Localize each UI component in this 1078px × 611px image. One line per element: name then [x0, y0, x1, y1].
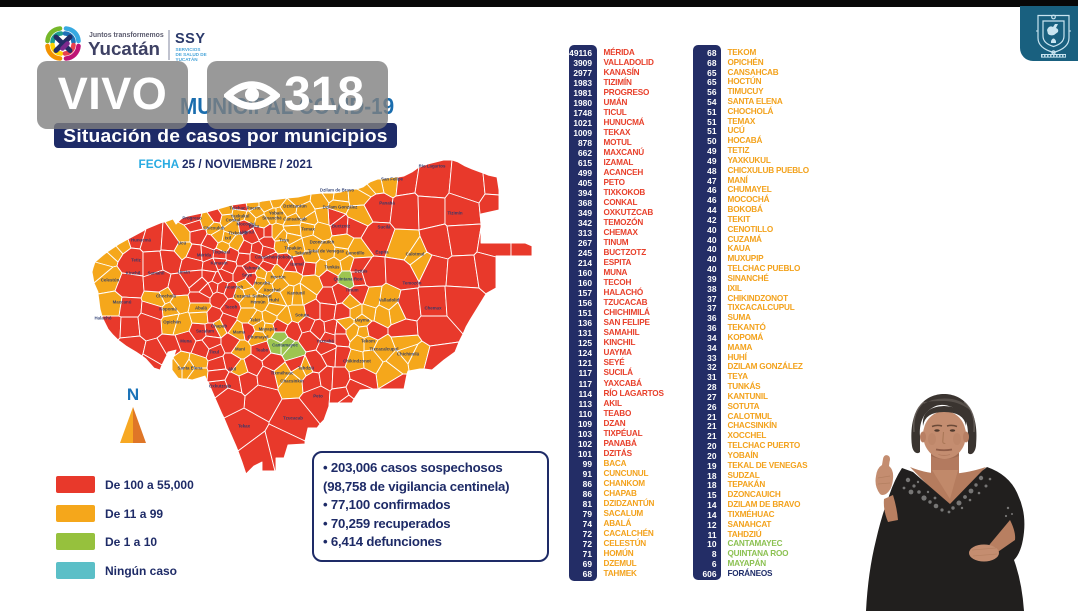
svg-text:Chemax: Chemax [424, 306, 442, 311]
svg-text:Mocochá: Mocochá [236, 222, 256, 227]
svg-text:Cansahcab: Cansahcab [283, 217, 307, 222]
svg-text:Seyé: Seyé [242, 273, 253, 278]
svg-text:Celestún: Celestún [101, 278, 120, 283]
svg-text:Teabo: Teabo [256, 348, 269, 353]
svg-text:Oxkutzcab: Oxkutzcab [209, 384, 232, 389]
svg-text:Temozón: Temozón [403, 281, 422, 286]
svg-text:Mama: Mama [233, 330, 246, 335]
svg-text:Abalá: Abalá [195, 306, 208, 311]
svg-text:Panabá: Panabá [379, 201, 395, 206]
svg-text:Buctzotz: Buctzotz [332, 224, 351, 229]
svg-text:Acanceh: Acanceh [225, 285, 244, 290]
svg-text:Chumayel: Chumayel [248, 335, 269, 340]
svg-text:Conkal: Conkal [226, 218, 241, 223]
svg-text:Río Lagartos: Río Lagartos [419, 164, 446, 169]
svg-text:Muna: Muna [180, 339, 192, 344]
svg-text:Tekal de Venegas: Tekal de Venegas [308, 249, 345, 254]
svg-text:Mérida: Mérida [197, 253, 212, 258]
svg-text:Chapab: Chapab [211, 324, 227, 329]
svg-text:Tizimín: Tizimín [447, 211, 462, 216]
svg-text:Cantamayec: Cantamayec [272, 343, 298, 348]
svg-text:Sacalum: Sacalum [196, 329, 214, 334]
svg-text:Tzucacab: Tzucacab [283, 416, 303, 421]
svg-text:Valladolid: Valladolid [379, 298, 400, 303]
svg-text:Umán: Umán [178, 270, 191, 275]
svg-text:Hocabá: Hocabá [254, 281, 270, 286]
svg-text:Kopomá: Kopomá [159, 307, 177, 312]
svg-text:Chichimilá: Chichimilá [397, 352, 420, 357]
svg-text:Tixcacalcupul: Tixcacalcupul [370, 347, 399, 352]
svg-text:Tahdziú: Tahdziú [298, 366, 315, 371]
svg-text:Kinchil: Kinchil [126, 271, 141, 276]
svg-text:Homún: Homún [250, 300, 265, 305]
svg-text:Dzoncauich: Dzoncauich [310, 240, 335, 245]
svg-text:Tixkokob: Tixkokob [228, 231, 248, 236]
svg-text:Cacalchén: Cacalchén [255, 255, 277, 260]
svg-text:Tecoh: Tecoh [225, 305, 238, 310]
svg-text:Chikindzonot: Chikindzonot [343, 359, 371, 364]
svg-text:Sucilá: Sucilá [378, 225, 391, 230]
svg-text:Chicxulub: Chicxulub [203, 226, 225, 231]
svg-text:Tahmek: Tahmek [244, 266, 261, 271]
svg-text:Sotuta: Sotuta [295, 313, 309, 318]
svg-text:Chacsinkín: Chacsinkín [280, 379, 304, 384]
svg-text:Cenotillo: Cenotillo [346, 251, 365, 256]
svg-text:Chocholá: Chocholá [156, 294, 177, 299]
svg-text:Yobaín: Yobaín [269, 211, 284, 216]
svg-text:Tekantó: Tekantó [295, 251, 312, 256]
svg-text:Izamal: Izamal [290, 262, 303, 267]
svg-text:Sinanché: Sinanché [262, 216, 282, 221]
svg-text:Bokobá: Bokobá [277, 255, 294, 260]
svg-text:Quintana Roo: Quintana Roo [334, 277, 363, 282]
svg-text:Tixpéual: Tixpéual [212, 250, 230, 255]
svg-text:Kanasín: Kanasín [210, 261, 227, 266]
svg-text:Kantunil: Kantunil [287, 291, 305, 296]
svg-text:Uayma: Uayma [355, 318, 370, 323]
svg-text:Samahil: Samahil [148, 271, 165, 276]
svg-text:Opichén: Opichén [163, 320, 181, 325]
svg-text:Tunkás: Tunkás [324, 265, 340, 270]
svg-text:San Felipe: San Felipe [381, 177, 404, 182]
svg-text:Hoctún: Hoctún [270, 275, 285, 280]
svg-text:Dzitás: Dzitás [355, 269, 368, 274]
svg-text:Halachó: Halachó [94, 316, 111, 321]
svg-text:Espita: Espita [375, 250, 389, 255]
svg-text:Huhí: Huhí [269, 298, 280, 303]
svg-text:Ucú: Ucú [178, 241, 187, 246]
svg-text:Akil: Akil [228, 367, 236, 372]
svg-text:Tinum: Tinum [345, 288, 358, 293]
svg-text:Yaxkukul: Yaxkukul [230, 214, 249, 219]
svg-text:Ticul: Ticul [209, 350, 219, 355]
svg-text:Temax: Temax [301, 227, 315, 232]
svg-text:Calotmul: Calotmul [406, 252, 425, 257]
svg-text:Telchac Puerto: Telchac Puerto [229, 206, 260, 211]
svg-text:Baca: Baca [249, 224, 260, 229]
svg-text:Tepakán: Tepakán [284, 246, 302, 251]
svg-text:Maní: Maní [235, 347, 246, 352]
svg-text:Ixil: Ixil [225, 236, 231, 241]
svg-text:Dzidzantún: Dzidzantún [283, 204, 307, 209]
svg-text:Tixméhuac: Tixméhuac [271, 371, 294, 376]
svg-text:Tekit: Tekit [250, 318, 260, 323]
svg-text:Yaxcabá: Yaxcabá [316, 339, 334, 344]
svg-text:Tekom: Tekom [361, 339, 375, 344]
svg-text:Hunucmá: Hunucmá [131, 238, 152, 243]
svg-text:Motul: Motul [242, 230, 254, 235]
svg-text:Tetiz: Tetiz [131, 258, 141, 263]
svg-text:Mayapán: Mayapán [259, 327, 278, 332]
svg-text:Sanahcat: Sanahcat [252, 294, 272, 299]
svg-text:Xocchel: Xocchel [264, 288, 281, 293]
svg-text:Peto: Peto [313, 394, 323, 399]
svg-text:Cuzamá: Cuzamá [234, 294, 251, 299]
svg-text:Dzilam de Bravo: Dzilam de Bravo [320, 188, 354, 193]
svg-text:Teya: Teya [279, 238, 289, 243]
svg-text:Maxcanú: Maxcanú [113, 300, 132, 305]
svg-text:Dzilam González: Dzilam González [323, 205, 358, 210]
svg-text:Tekax: Tekax [238, 424, 251, 429]
svg-text:Progreso: Progreso [182, 216, 202, 221]
svg-text:Santa Elena: Santa Elena [178, 366, 203, 371]
